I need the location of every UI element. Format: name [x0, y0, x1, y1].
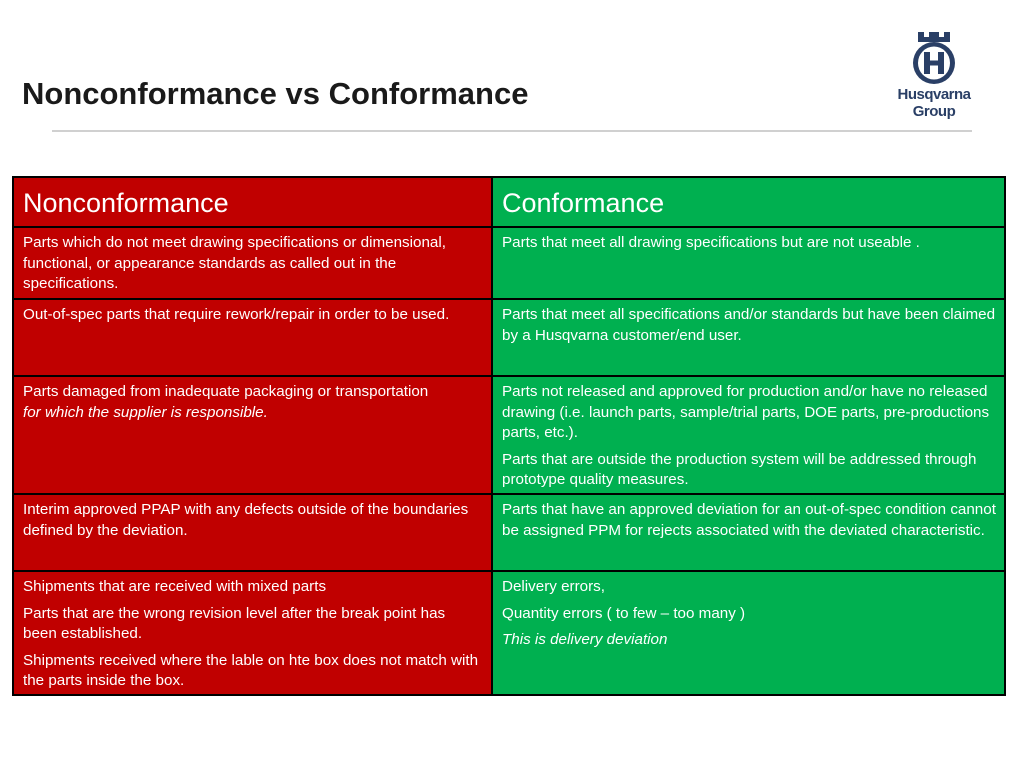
nonconformance-cell: Parts which do not meet drawing specific… — [12, 226, 493, 300]
cell-text: Out-of-spec parts that require rework/re… — [23, 306, 450, 323]
cell-text: Parts that have an approved deviation fo… — [502, 501, 996, 539]
conformance-cell: Parts that meet all drawing specificatio… — [491, 226, 1006, 300]
table-row: Out-of-spec parts that require rework/re… — [12, 298, 1006, 377]
comparison-table: Nonconformance Conformance Parts which d… — [12, 176, 1006, 696]
cell-text: Interim approved PPAP with any defects o… — [23, 501, 469, 539]
cell-text-italic: for which the supplier is responsible. — [23, 403, 268, 421]
cell-text: Parts that are outside the production sy… — [502, 450, 977, 489]
cell-text: Parts not released and approved for prod… — [502, 383, 990, 441]
logo-text-husqvarna: Husqvarna — [897, 86, 971, 103]
cell-text-plain: Parts damaged from inadequate packaging … — [23, 383, 429, 400]
nonconformance-cell: Interim approved PPAP with any defects o… — [12, 493, 493, 572]
table-row: Parts which do not meet drawing specific… — [12, 226, 1006, 300]
cell-text: Parts that meet all drawing specificatio… — [502, 234, 920, 251]
cell-text: Parts that are the wrong revision level … — [23, 604, 446, 643]
header-conformance: Conformance — [491, 176, 1006, 228]
cell-text: Parts that meet all specifications and/o… — [502, 306, 996, 344]
cell-text: Shipments that are received with mixed p… — [23, 578, 327, 595]
conformance-cell: Parts that have an approved deviation fo… — [491, 493, 1006, 572]
conformance-cell: Delivery errors, Quantity errors ( to fe… — [491, 570, 1006, 696]
conformance-cell: Parts that meet all specifications and/o… — [491, 298, 1006, 377]
nonconformance-cell: Out-of-spec parts that require rework/re… — [12, 298, 493, 377]
husqvarna-crown-h-logo-icon — [913, 32, 955, 84]
cell-text: Shipments received where the lable on ht… — [23, 651, 479, 690]
table-header-row: Nonconformance Conformance — [12, 176, 1006, 228]
cell-text: Delivery errors, — [502, 578, 605, 595]
table-row: Parts damaged from inadequate packaging … — [12, 375, 1006, 495]
husqvarna-group-logo: Husqvarna Group — [893, 30, 975, 122]
conformance-cell: Parts not released and approved for prod… — [491, 375, 1006, 495]
table-row: Interim approved PPAP with any defects o… — [12, 493, 1006, 572]
logo-text-group: Group — [912, 103, 956, 120]
cell-text: Parts which do not meet drawing specific… — [23, 234, 446, 292]
nonconformance-cell: Parts damaged from inadequate packaging … — [12, 375, 493, 495]
header-nonconformance: Nonconformance — [12, 176, 493, 228]
cell-text: Parts damaged from inadequate packaging … — [23, 382, 483, 423]
table-row: Shipments that are received with mixed p… — [12, 570, 1006, 696]
cell-text-italic: This is delivery deviation — [502, 631, 668, 648]
title-divider — [52, 130, 972, 132]
nonconformance-cell: Shipments that are received with mixed p… — [12, 570, 493, 696]
slide-title: Nonconformance vs Conformance — [22, 76, 529, 111]
cell-text: Quantity errors ( to few – too many ) — [502, 604, 746, 622]
